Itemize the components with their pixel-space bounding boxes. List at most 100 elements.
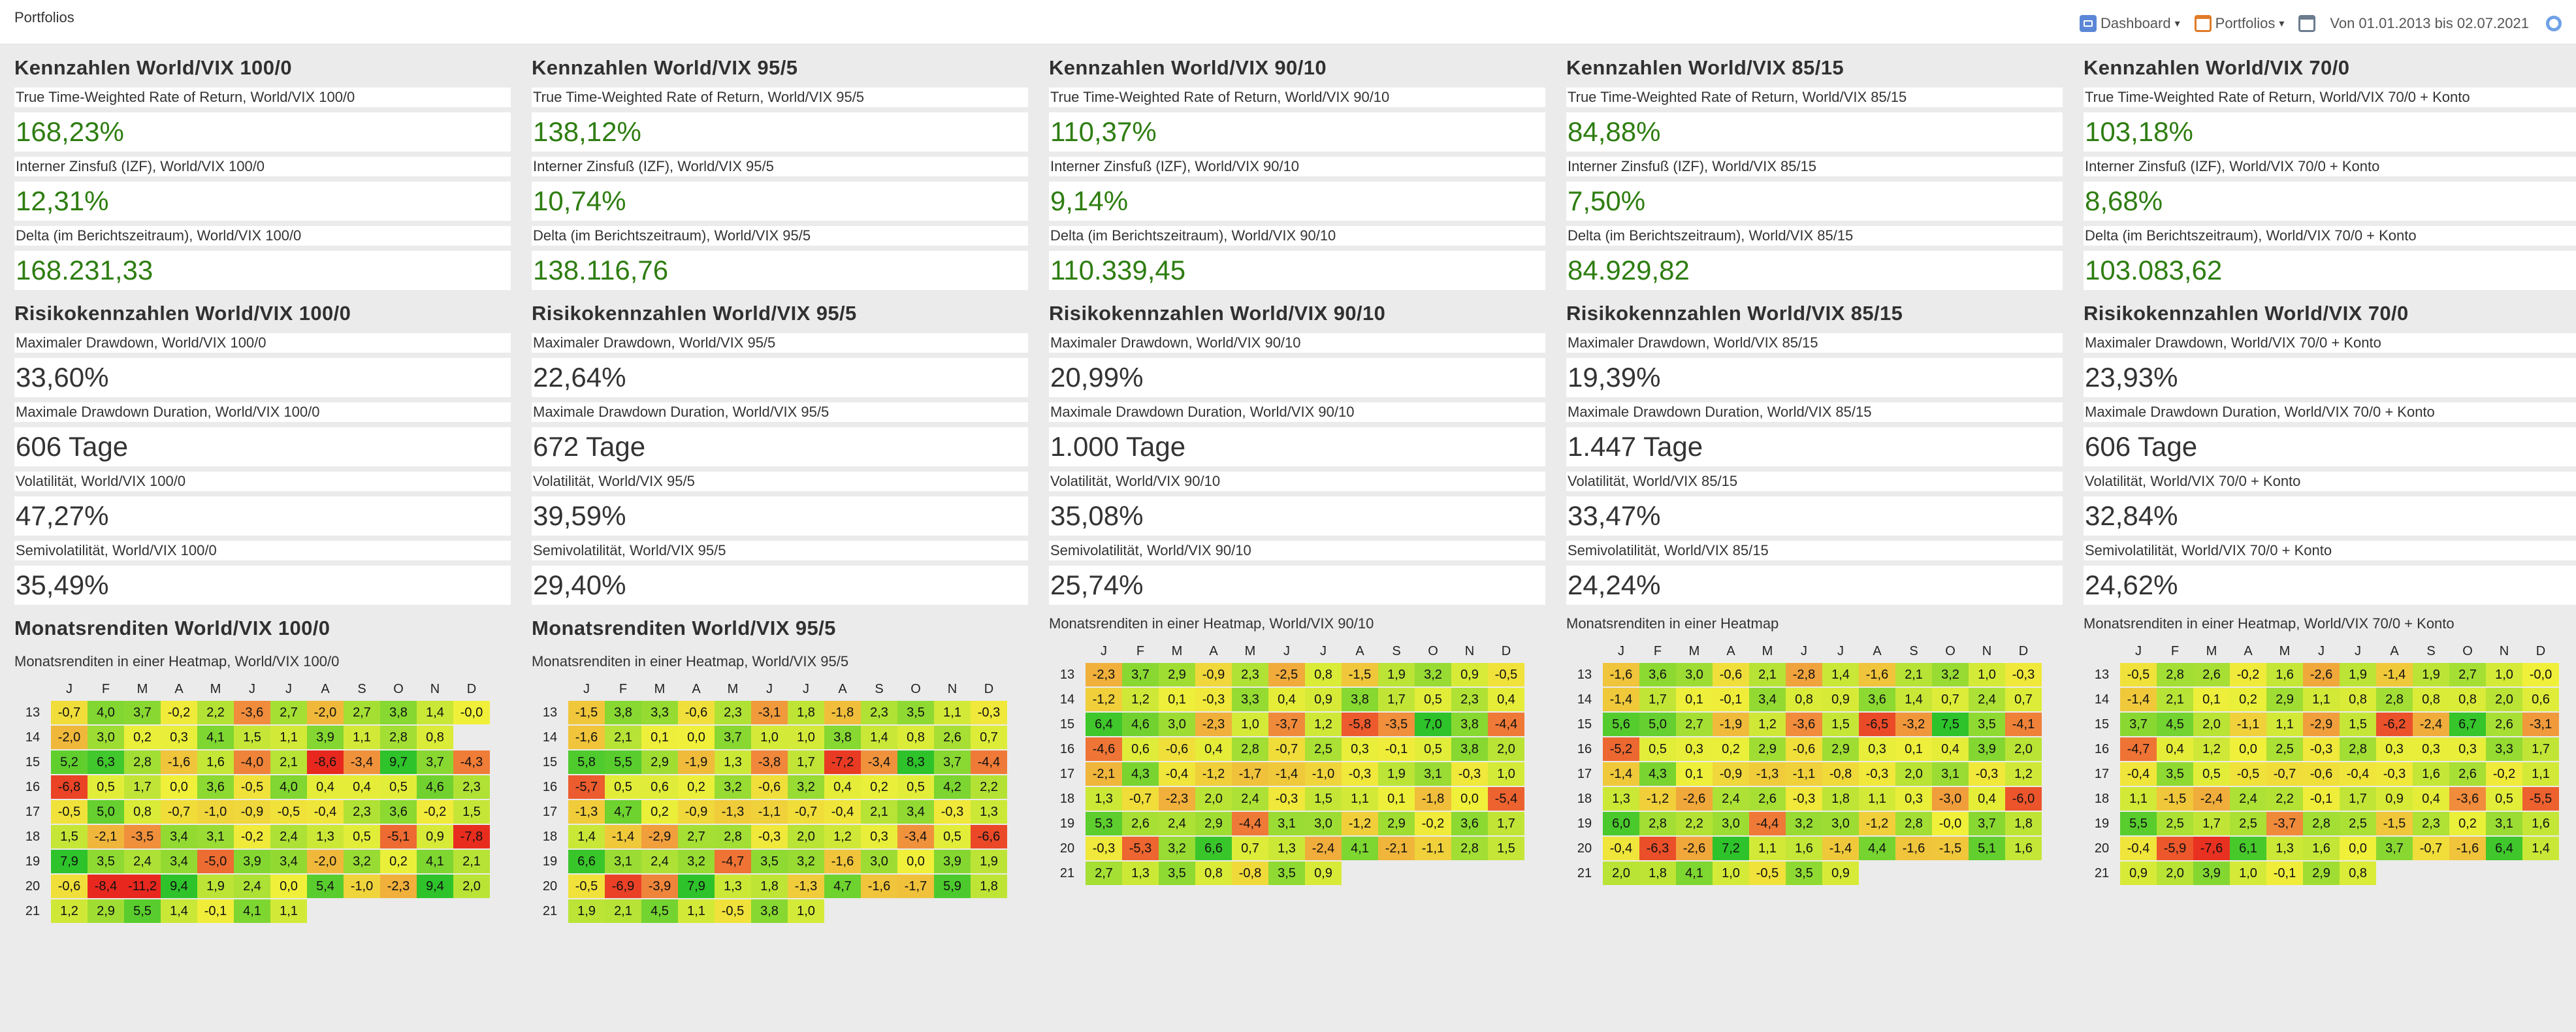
month-label: F [1136, 643, 1145, 658]
heatmap-cell [971, 899, 1007, 923]
heatmap-cell: -0,9 [1713, 762, 1749, 786]
heatmap-cell: -2,4 [2193, 787, 2230, 811]
year-label: 21 [1577, 865, 1592, 880]
heatmap-cell: 9,4 [161, 875, 197, 898]
heatmap-cell: 3,0 [88, 726, 124, 749]
heatmap-cell: -3,1 [2522, 713, 2559, 736]
month-label: D [2536, 643, 2546, 658]
settings-button[interactable] [2546, 16, 2562, 31]
heatmap-cell: 3,5 [1786, 862, 1822, 885]
calendar-button[interactable] [2298, 15, 2316, 32]
heatmap-cell: 0,4 [2157, 737, 2193, 761]
portfolio-column: Kennzahlen World/VIX 95/5 True Time-Weigh… [525, 47, 1042, 1027]
heatmap-cell: -6,5 [1859, 713, 1895, 736]
heatmap-cell: 0,5 [2193, 762, 2230, 786]
heatmap-cell: -5,5 [2522, 787, 2559, 811]
month-label: A [838, 681, 847, 696]
heatmap-cell: 0,4 [1932, 737, 1969, 761]
heatmap-row: 15 3,7 4,5 2,0 -1,1 1,1 -2,9 1,5 -6,2 -2,4 6,7 2,6-… [2084, 712, 2576, 737]
heatmap-row: 16 -4,6 0,6 -0,6 0,4 2,8 -0,7 2,5 0,3 -0,1 0,5 3,8 2… [1049, 737, 1553, 762]
year-label: 16 [1577, 741, 1592, 756]
heatmap-cell [344, 899, 380, 923]
heatmap-cell: 1,4 [417, 701, 453, 724]
heatmap-cell: -0,6 [1159, 737, 1195, 761]
month-label: J [1801, 643, 1807, 658]
month-label: A [2244, 643, 2253, 658]
heatmap-cell: 0,8 [2413, 688, 2449, 711]
heatmap-cell: -0,4 [2120, 837, 2157, 860]
heatmap-cell: 2,8 [1639, 812, 1676, 835]
year-label: 18 [1577, 791, 1592, 806]
izf-value: 9,14% [1049, 182, 1545, 221]
heatmap-cell: 0,2 [124, 726, 161, 749]
mdd-value: 20,99% [1049, 358, 1545, 397]
heatmap-cell: 4,3 [1122, 762, 1159, 786]
heatmap-cell: 1,9 [1378, 663, 1415, 686]
heatmap-cell: 1,6 [197, 750, 234, 774]
heatmap-cell: 6,0 [1603, 812, 1639, 835]
heatmap-cell [380, 899, 417, 923]
heatmap-cell: 1,4 [861, 726, 897, 749]
year-label: 13 [1059, 667, 1075, 682]
heatmap-cell: -4,4 [971, 750, 1007, 774]
heatmap-cell: 3,0 [1713, 812, 1749, 835]
twr-value: 110,37% [1049, 112, 1545, 152]
heatmap-cell: 2,4 [234, 875, 270, 898]
heatmap-cell: 1,8 [2005, 812, 2042, 835]
year-label: 14 [2094, 692, 2110, 707]
year-label: 17 [542, 804, 558, 819]
year-label: 19 [25, 854, 40, 869]
heatmap-cell: -0,0 [453, 701, 490, 724]
heatmap-cell: 1,1 [1859, 787, 1895, 811]
heatmap-cell: -7,2 [824, 750, 861, 774]
heatmap-cell: 2,4 [1232, 787, 1268, 811]
heatmap-cell: -0,3 [1086, 837, 1122, 860]
monthly-returns-heatmap: J F M A M J J A S O N D 13 -1,5 3,8 3,3 -0,6 2,3 -3,1 1,8 -1… [532, 678, 1036, 924]
dashboard-menu[interactable]: Dashboard ▾ [2079, 15, 2180, 32]
heatmap-cell: -1,8 [1415, 787, 1451, 811]
month-label: F [1653, 643, 1662, 658]
month-label: D [2018, 643, 2029, 658]
heatmap-cell: 3,8 [1451, 713, 1488, 736]
month-label: O [1945, 643, 1956, 658]
heatmap-cell: -1,3 [568, 800, 605, 824]
delta-value: 103.083,62 [2084, 251, 2576, 290]
month-label: M [2206, 643, 2217, 658]
heatmap-cell: -0,5 [2230, 762, 2266, 786]
heatmap-cell: 1,8 [1639, 862, 1676, 885]
heatmap-cell [1895, 862, 1932, 885]
heatmap-cell: 3,6 [197, 775, 234, 799]
date-range[interactable]: Von 01.01.2013 bis 02.07.2021 [2330, 15, 2529, 31]
heatmap-cell: 1,1 [344, 726, 380, 749]
heatmap-cell: -0,3 [1342, 762, 1378, 786]
twr-value: 138,12% [532, 112, 1028, 152]
heatmap-cell: 2,6 [2193, 663, 2230, 686]
month-label: M [210, 681, 221, 696]
heatmap-cell: 2,6 [1749, 787, 1786, 811]
heatmap-cell: 5,5 [124, 899, 161, 923]
vol-label: Volatilität, World/VIX 95/5 [532, 472, 1028, 491]
heatmap-cell: 2,8 [1451, 837, 1488, 860]
heatmap-row: 13 -0,5 2,8 2,6 -0,2 1,6 -2,6 1,9 -1,4 1,9 2,7 1,0-… [2084, 662, 2576, 687]
month-label: D [466, 681, 477, 696]
heatmap-row: 16 -5,7 0,5 0,6 0,2 3,2 -0,6 3,2 0,4 0,2 0,5 4,2 2,2 [532, 775, 1036, 799]
heatmap-cell: 0,1 [1895, 737, 1932, 761]
year-label: 18 [2094, 791, 2110, 806]
heatmap-cell: -1,1 [751, 800, 788, 824]
heatmap-row: 18 1,4 -1,4 -2,9 2,7 2,8 -0,3 2,0 1,2 0,3 -3,4 0,5-… [532, 824, 1036, 849]
heatmap-row: 19 6,0 2,8 2,2 3,0 -4,4 3,2 3,0 -1,2 2,8 -0,0 3,7 1,… [1566, 811, 2070, 836]
heatmap-cell: 0,8 [2340, 862, 2376, 885]
heatmap-cell: 2,2 [2266, 787, 2303, 811]
heatmap-row: 20 -0,3 -5,3 3,2 6,6 0,7 1,3 -2,4 4,1 -2,1 -1,1 2,8… [1049, 836, 1553, 861]
heatmap-cell: -3,4 [861, 750, 897, 774]
heatmap-cell: 9,7 [380, 750, 417, 774]
heatmap-cell [2413, 862, 2449, 885]
heatmap-cell: 6,7 [2449, 713, 2486, 736]
month-label: J [1101, 643, 1107, 658]
heatmap-cell: 3,4 [270, 850, 307, 873]
portfolios-menu[interactable]: Portfolios ▾ [2194, 15, 2284, 32]
heatmap-cell: 1,7 [2193, 812, 2230, 835]
heatmap-cell: 2,9 [1195, 812, 1232, 835]
mddd-label: Maximale Drawdown Duration, World/VIX 10… [14, 402, 511, 422]
heatmap-cell: 1,4 [1822, 663, 1859, 686]
